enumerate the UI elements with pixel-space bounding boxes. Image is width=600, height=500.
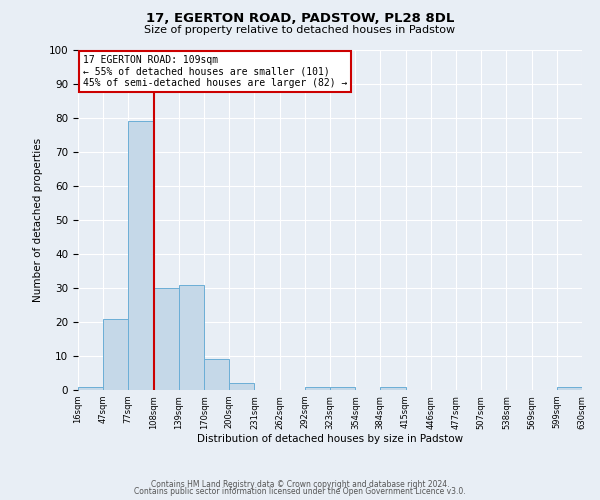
- Bar: [179, 284, 205, 390]
- Bar: [128, 122, 154, 390]
- Bar: [330, 386, 355, 390]
- Text: 17, EGERTON ROAD, PADSTOW, PL28 8DL: 17, EGERTON ROAD, PADSTOW, PL28 8DL: [146, 12, 454, 26]
- Text: Contains public sector information licensed under the Open Government Licence v3: Contains public sector information licen…: [134, 487, 466, 496]
- Bar: [380, 386, 406, 390]
- Text: Contains HM Land Registry data © Crown copyright and database right 2024.: Contains HM Land Registry data © Crown c…: [151, 480, 449, 489]
- Bar: [205, 360, 229, 390]
- Bar: [229, 383, 254, 390]
- Text: 17 EGERTON ROAD: 109sqm
← 55% of detached houses are smaller (101)
45% of semi-d: 17 EGERTON ROAD: 109sqm ← 55% of detache…: [83, 55, 347, 88]
- Y-axis label: Number of detached properties: Number of detached properties: [33, 138, 43, 302]
- Bar: [103, 318, 128, 390]
- Bar: [305, 386, 330, 390]
- Bar: [557, 386, 582, 390]
- Bar: [78, 386, 103, 390]
- Bar: [154, 288, 179, 390]
- X-axis label: Distribution of detached houses by size in Padstow: Distribution of detached houses by size …: [197, 434, 463, 444]
- Text: Size of property relative to detached houses in Padstow: Size of property relative to detached ho…: [145, 25, 455, 35]
